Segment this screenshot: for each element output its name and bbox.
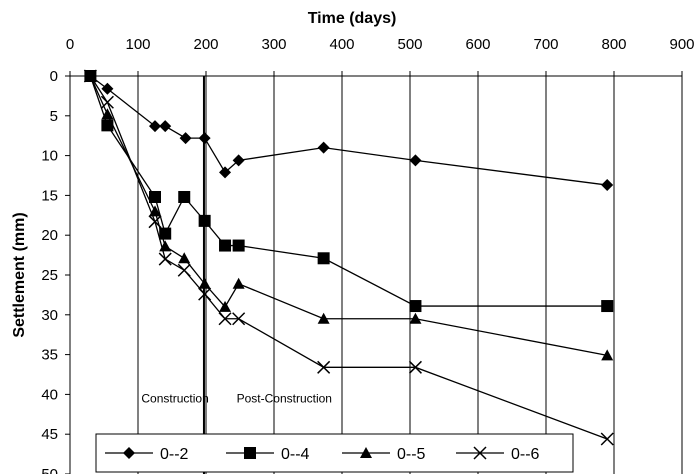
- legend-label: 0--2: [160, 446, 189, 463]
- data-point-x: [148, 215, 162, 229]
- series-lines: [83, 69, 614, 446]
- legend-label: 0--6: [511, 446, 540, 463]
- y-tick-label: 15: [41, 187, 58, 204]
- x-tick-label: 100: [125, 36, 150, 53]
- legend-item-0--2: 0--2: [105, 446, 189, 463]
- legend-marker: [473, 446, 487, 460]
- data-point-triangle: [317, 312, 330, 324]
- series-0--4: [84, 70, 614, 313]
- data-point-diamond: [219, 166, 232, 179]
- x-tick-label: 800: [601, 36, 626, 53]
- annotations: Construction Post-Construction: [141, 391, 332, 405]
- data-point-square: [219, 239, 232, 252]
- data-point-triangle: [198, 277, 211, 289]
- series-0--6: [83, 69, 614, 446]
- legend-marker: [123, 447, 135, 459]
- data-point-x: [100, 95, 114, 109]
- annotation-label: Post-Construction: [237, 391, 332, 405]
- data-point-triangle: [101, 108, 114, 120]
- data-point-x: [600, 432, 614, 446]
- data-point-diamond: [601, 179, 614, 192]
- data-point-square: [149, 190, 161, 203]
- data-point-square: [232, 239, 245, 252]
- series-line: [89, 75, 608, 440]
- y-axis-title: Settlement (mm): [11, 212, 28, 337]
- grid-lines: [137, 76, 683, 474]
- data-point-diamond: [198, 132, 211, 145]
- y-tick-label: 50: [41, 466, 58, 474]
- x-tick-label: 700: [533, 36, 558, 53]
- series-line: [89, 75, 608, 307]
- data-point-triangle: [601, 349, 614, 361]
- data-point-square: [601, 300, 614, 313]
- y-tick-label: 35: [41, 347, 58, 364]
- data-point-diamond: [101, 82, 114, 95]
- x-axis-title: Time (days): [308, 10, 397, 27]
- data-point-triangle: [232, 277, 245, 289]
- legend-marker: [244, 447, 256, 459]
- x-tick-label: 400: [329, 36, 354, 53]
- data-point-diamond: [409, 154, 422, 167]
- data-point-triangle: [178, 252, 191, 264]
- data-point-x: [158, 252, 172, 266]
- data-point-x: [317, 360, 331, 374]
- y-tick-label: 40: [41, 386, 58, 403]
- data-point-square: [198, 214, 211, 227]
- data-point-square: [409, 300, 422, 313]
- legend-label: 0--4: [281, 446, 310, 463]
- x-tick-label: 600: [465, 36, 490, 53]
- data-point-square: [101, 119, 114, 132]
- x-tick-label: 0: [66, 36, 74, 53]
- y-tick-label: 30: [41, 307, 58, 324]
- x-tick-label: 900: [669, 36, 694, 53]
- data-point-x: [218, 312, 232, 326]
- legend-label: 0--5: [397, 446, 426, 463]
- legend-item-0--4: 0--4: [226, 446, 310, 463]
- y-tick-label: 25: [41, 267, 58, 284]
- series-line: [90, 75, 608, 186]
- data-point-square: [178, 190, 191, 203]
- data-point-x: [198, 287, 212, 301]
- data-point-diamond: [232, 154, 245, 167]
- data-point-x: [408, 360, 422, 374]
- data-point-triangle: [409, 312, 422, 324]
- y-tick-label: 45: [41, 426, 58, 443]
- x-tick-label: 500: [397, 36, 422, 53]
- data-point-x: [83, 69, 97, 83]
- legend-marker: [360, 447, 372, 458]
- data-point-x: [177, 263, 191, 277]
- data-point-diamond: [179, 132, 192, 145]
- legend-item-0--6: 0--6: [456, 446, 540, 463]
- data-point-diamond: [317, 141, 330, 154]
- series-line: [89, 75, 608, 357]
- x-tick-label: 200: [193, 36, 218, 53]
- y-tick-label: 10: [41, 148, 58, 165]
- y-tick-label: 0: [50, 68, 58, 85]
- data-point-square: [317, 252, 330, 265]
- series-0--2: [84, 70, 614, 192]
- y-tick-label: 20: [41, 227, 58, 244]
- series-0--5: [84, 70, 614, 361]
- legend-item-0--5: 0--5: [342, 446, 426, 463]
- data-point-diamond: [149, 120, 161, 133]
- x-tick-label: 300: [261, 36, 286, 53]
- annotation-label: Construction: [141, 391, 208, 405]
- data-point-triangle: [219, 300, 232, 312]
- legend: 0--2 0--4 0--5 0--6: [95, 433, 574, 473]
- axis-ticks: 0 100 200 300 400 500 600 700 800 900 0 5 10 15 20 25 30…: [41, 36, 695, 474]
- y-tick-label: 5: [50, 108, 58, 125]
- data-point-diamond: [159, 120, 172, 133]
- data-point-x: [232, 312, 246, 326]
